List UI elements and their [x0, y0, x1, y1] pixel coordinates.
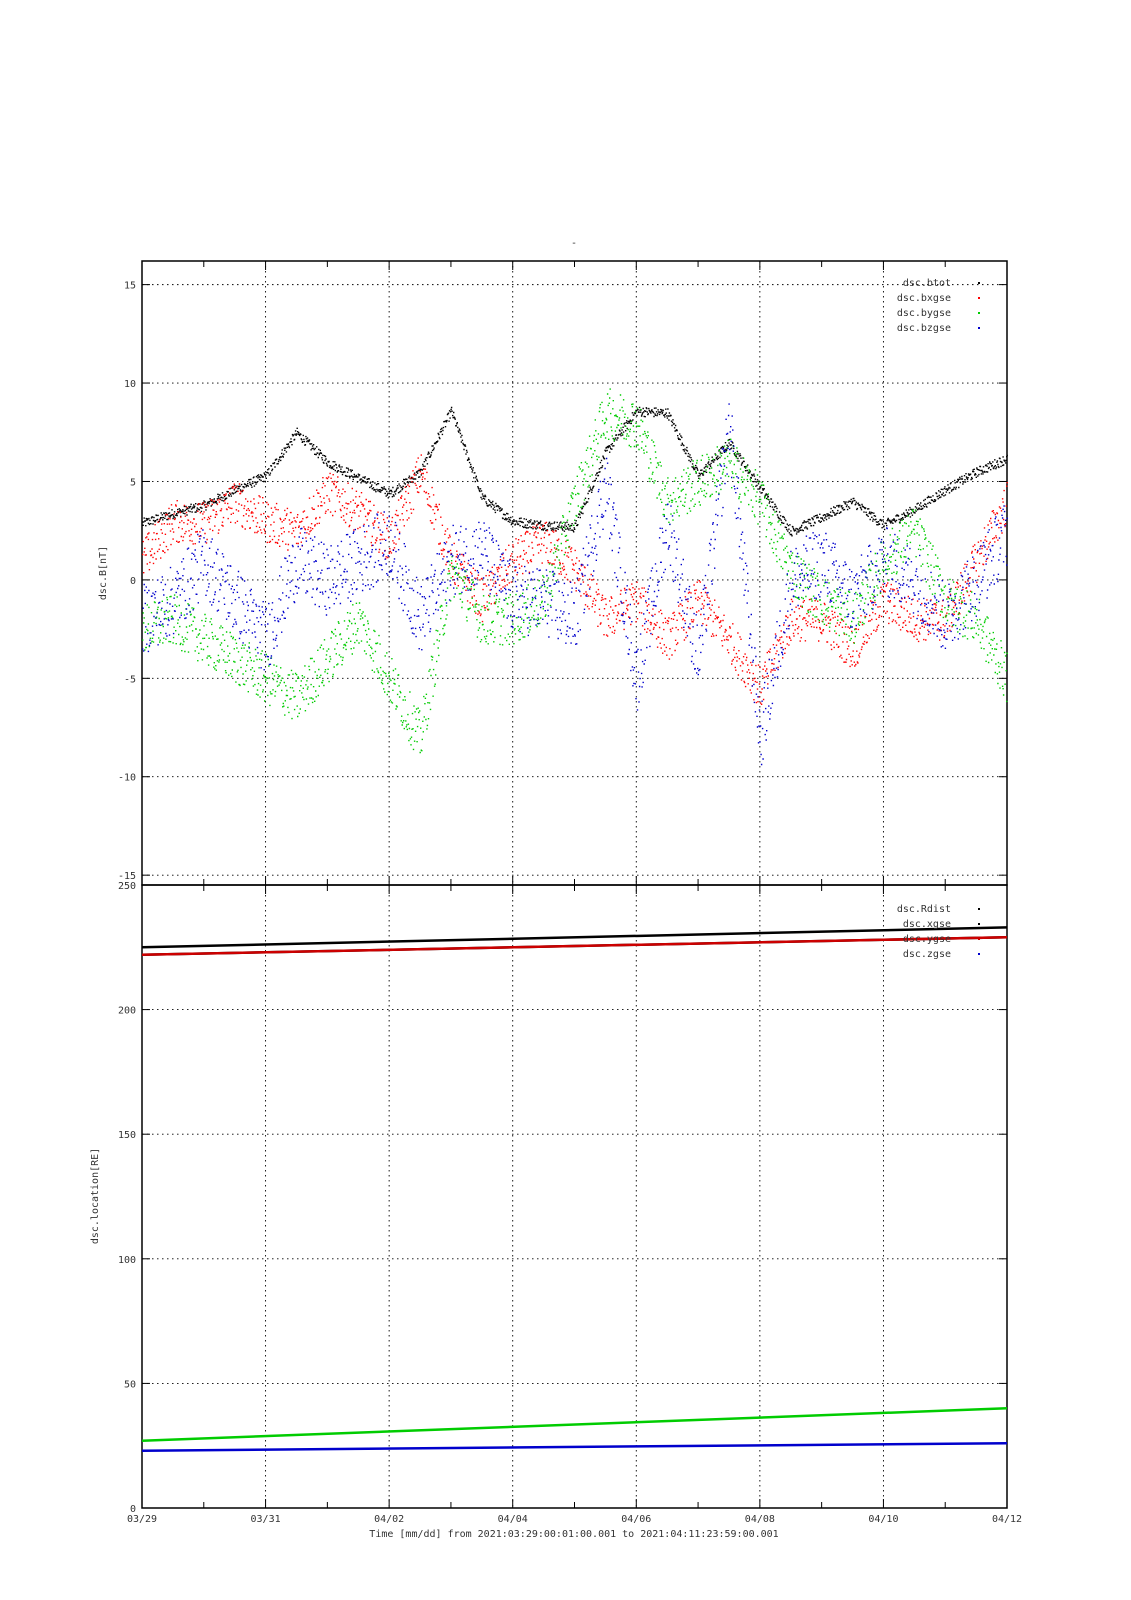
location-y-axis-label: dsc.location[RE]	[90, 1148, 101, 1244]
bfield-plot-frame	[141, 260, 1008, 886]
series-dsc-btot	[142, 406, 1008, 537]
location-plot-frame	[141, 884, 1008, 1509]
legend-label: dsc.btot	[903, 278, 951, 289]
bfield-ticks: 15 10 5 0 -5 -10 -15	[118, 261, 1008, 885]
legend-label: dsc.bxgse	[897, 293, 951, 304]
x-tick-label: 03/31	[251, 1514, 281, 1525]
line-unlabeled	[141, 1407, 1008, 1442]
legend-marker	[978, 297, 980, 299]
location-grid	[142, 884, 1007, 1509]
y-tick-label: 50	[124, 1379, 136, 1390]
y-tick-label: 15	[124, 281, 136, 292]
legend-label: dsc.Rdist	[897, 904, 951, 915]
bfield-panel: 15 10 5 0 -5 -10 -15 dsc.btot dsc.bxgse dsc.bygs…	[98, 260, 1008, 886]
scatter-points	[142, 406, 1008, 537]
location-ticks: 250 200 150 100 50 0	[118, 881, 1008, 1515]
legend-label: dsc.xgse	[903, 919, 951, 930]
x-tick-label: 04/04	[498, 1514, 528, 1525]
legend-marker	[978, 282, 980, 284]
y-tick-label: 150	[118, 1130, 136, 1141]
x-tick-label: 04/06	[621, 1514, 651, 1525]
x-tick-label: 04/12	[992, 1514, 1022, 1525]
bfield-series	[142, 388, 1008, 766]
legend-label: dsc.ygse	[903, 934, 951, 945]
location-legend: dsc.Rdist dsc.xgse dsc.ygse dsc.zgse	[897, 904, 980, 960]
y-tick-label: -5	[124, 674, 136, 685]
series-dsc-bzgse	[142, 403, 1008, 766]
line-dsc-zgse	[141, 1441, 1008, 1452]
y-tick-label: 250	[118, 881, 136, 892]
top-mark: -	[571, 238, 577, 249]
legend-label: dsc.bzgse	[897, 323, 951, 334]
legend-label: dsc.zgse	[903, 949, 951, 960]
time-axis-labels: 03/29 03/31 04/02 04/04 04/06 04/08 04/10 04/12	[127, 1514, 1022, 1525]
y-tick-label: 10	[124, 379, 136, 390]
legend-marker	[978, 327, 980, 329]
x-tick-label: 03/29	[127, 1514, 157, 1525]
x-tick-label: 04/10	[868, 1514, 898, 1525]
scatter-points	[142, 403, 1008, 766]
bfield-y-axis-label: dsc.B[nT]	[98, 546, 109, 600]
y-tick-label: 200	[118, 1006, 136, 1017]
bfield-legend: dsc.btot dsc.bxgse dsc.bygse dsc.bzgse	[897, 278, 980, 334]
legend-marker	[978, 923, 980, 925]
y-tick-label: 0	[130, 576, 136, 587]
x-tick-label: 04/08	[745, 1514, 775, 1525]
bfield-grid	[142, 261, 1007, 885]
y-tick-label: 0	[130, 1504, 136, 1515]
legend-label: dsc.bygse	[897, 308, 951, 319]
y-tick-label: -15	[118, 871, 136, 882]
x-tick-label: 04/02	[374, 1514, 404, 1525]
line-dsc-ygse	[141, 936, 1008, 957]
location-panel: 250 200 150 100 50 0 dsc.Rdist dsc.xgse dsc.ygs…	[90, 881, 1008, 1515]
legend-marker	[978, 312, 980, 314]
y-tick-label: 5	[130, 477, 136, 488]
legend-marker	[978, 953, 980, 955]
y-tick-label: 100	[118, 1255, 136, 1266]
legend-marker	[978, 938, 980, 940]
y-tick-label: -10	[118, 773, 136, 784]
time-range-footer: Time [mm/dd] from 2021:03:29:00:01:00.00…	[369, 1529, 778, 1540]
line-dsc-Rdist	[141, 926, 1008, 949]
legend-marker	[978, 908, 980, 910]
location-series	[141, 926, 1008, 1452]
